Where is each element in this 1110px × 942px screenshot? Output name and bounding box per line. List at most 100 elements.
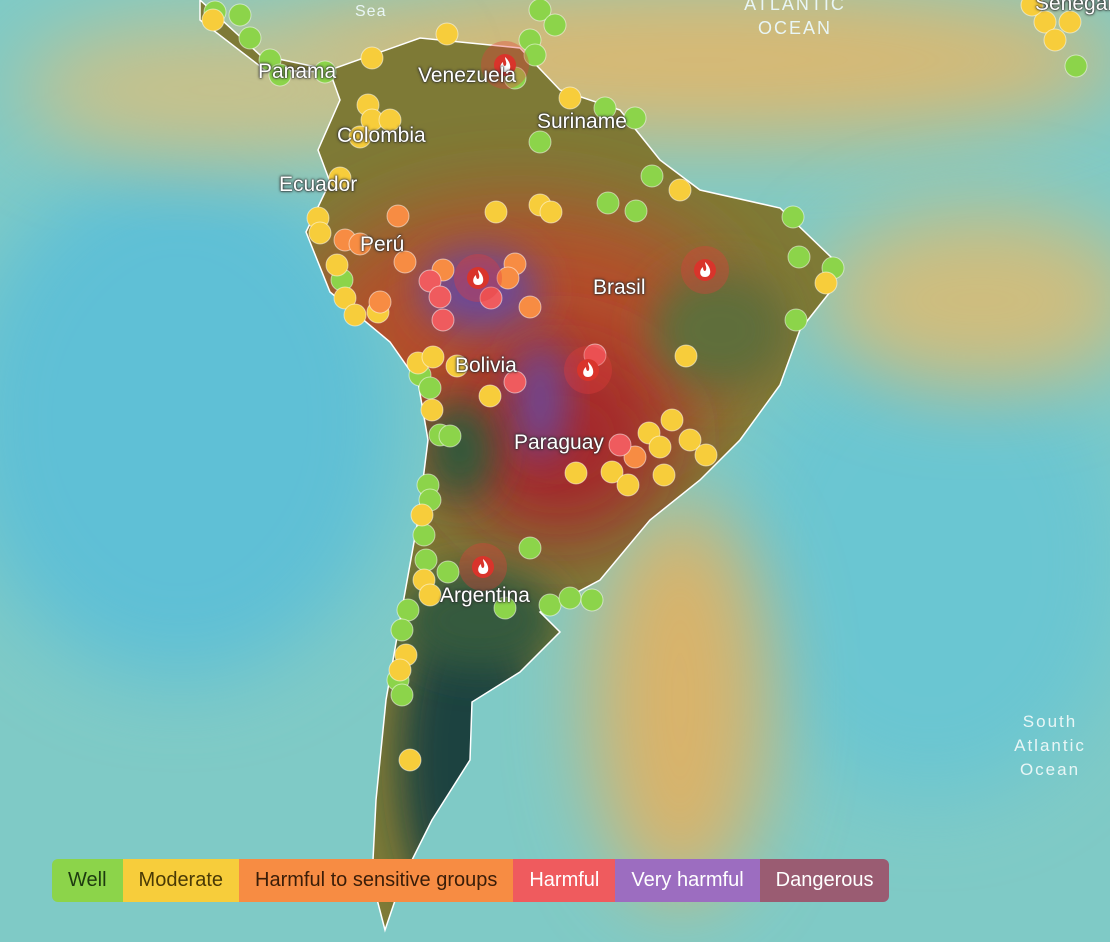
station-dot — [493, 596, 517, 620]
station-dot — [518, 536, 542, 560]
station-dot — [640, 164, 664, 188]
fire-dot — [467, 267, 489, 289]
legend-item: Well — [52, 859, 123, 902]
legend-item: Harmful — [513, 859, 616, 902]
country-label: Perú — [360, 233, 405, 256]
station-dot — [668, 178, 692, 202]
legend-item: Dangerous — [759, 859, 890, 902]
fire-icon — [478, 559, 489, 574]
station-dot — [1020, 0, 1044, 17]
ocean-label: South Atlantic Ocean — [1014, 712, 1086, 779]
ocean-label: ATLANTIC OCEAN — [744, 0, 846, 38]
station-dot — [496, 266, 520, 290]
station-dot — [325, 253, 349, 277]
station-dot — [343, 303, 367, 327]
station-dot — [428, 285, 452, 309]
station-dot — [784, 308, 808, 332]
station-dot — [333, 286, 357, 310]
station-dot — [1043, 28, 1067, 52]
station-dot — [412, 523, 436, 547]
station-dot — [435, 22, 459, 46]
station-dot — [660, 408, 684, 432]
station-dot — [678, 428, 702, 452]
station-dot — [1058, 10, 1082, 34]
station-dot — [228, 3, 252, 27]
station-dot — [396, 598, 420, 622]
station-dot — [623, 106, 647, 130]
station-dot — [600, 460, 624, 484]
station-dot — [393, 250, 417, 274]
station-dot — [538, 593, 562, 617]
station-dot — [518, 295, 542, 319]
station-dot — [543, 13, 567, 37]
station-dot — [410, 503, 434, 527]
station-markers — [201, 0, 1088, 772]
station-dot — [478, 384, 502, 408]
station-dot — [623, 445, 647, 469]
station-dot — [438, 424, 462, 448]
legend-item: Harmful to sensitive groups — [239, 859, 514, 902]
station-dot — [313, 60, 337, 84]
station-dot — [564, 461, 588, 485]
fire-markers — [454, 41, 729, 591]
fire-dot — [494, 54, 516, 76]
station-dot — [608, 433, 632, 457]
station-dot — [368, 290, 392, 314]
country-label: Bolivia — [455, 354, 517, 377]
station-dot — [348, 232, 372, 256]
station-dot — [1033, 10, 1057, 34]
country-label: Paraguay — [514, 431, 604, 454]
station-dot — [787, 245, 811, 269]
fire-icon — [583, 362, 594, 377]
station-dot — [539, 200, 563, 224]
station-dot — [694, 443, 718, 467]
station-dot — [596, 191, 620, 215]
station-dot — [558, 586, 582, 610]
station-dot — [418, 583, 442, 607]
station-dot — [580, 588, 604, 612]
station-dot — [414, 548, 438, 572]
station-dot — [652, 463, 676, 487]
fire-icon — [473, 270, 484, 285]
station-dot — [386, 204, 410, 228]
station-dot — [398, 748, 422, 772]
sea-label: Sea — [355, 3, 387, 20]
station-dot — [436, 560, 460, 584]
country-label: Suriname — [537, 110, 627, 133]
station-dot — [238, 26, 262, 50]
country-label: Venezuela — [418, 64, 517, 87]
station-dot — [523, 43, 547, 67]
station-dot — [390, 618, 414, 642]
legend-item: Moderate — [122, 859, 240, 902]
station-dot — [528, 130, 552, 154]
fire-marker — [454, 254, 502, 302]
station-dot — [378, 108, 402, 132]
station-dot — [593, 96, 617, 120]
legend-item: Very harmful — [615, 859, 760, 902]
station-dot — [418, 376, 442, 400]
station-dot — [1064, 54, 1088, 78]
fire-dot — [472, 556, 494, 578]
country-label: Ecuador — [279, 173, 358, 196]
station-dot — [268, 63, 292, 87]
fire-icon — [500, 57, 511, 72]
station-dot — [616, 473, 640, 497]
station-dot — [421, 345, 445, 369]
fire-icon — [700, 262, 711, 277]
fire-dot — [577, 359, 599, 381]
fire-marker — [481, 41, 529, 89]
station-dot — [484, 200, 508, 224]
country-label: Argentina — [440, 584, 530, 607]
station-dot — [624, 199, 648, 223]
country-label: Colombia — [337, 124, 426, 147]
station-dot — [360, 46, 384, 70]
station-dot — [390, 683, 414, 707]
station-dot — [420, 398, 444, 422]
station-dot — [445, 354, 469, 378]
station-dot — [201, 8, 225, 32]
station-dot — [308, 221, 332, 245]
fire-marker — [681, 246, 729, 294]
station-dot — [348, 125, 372, 149]
